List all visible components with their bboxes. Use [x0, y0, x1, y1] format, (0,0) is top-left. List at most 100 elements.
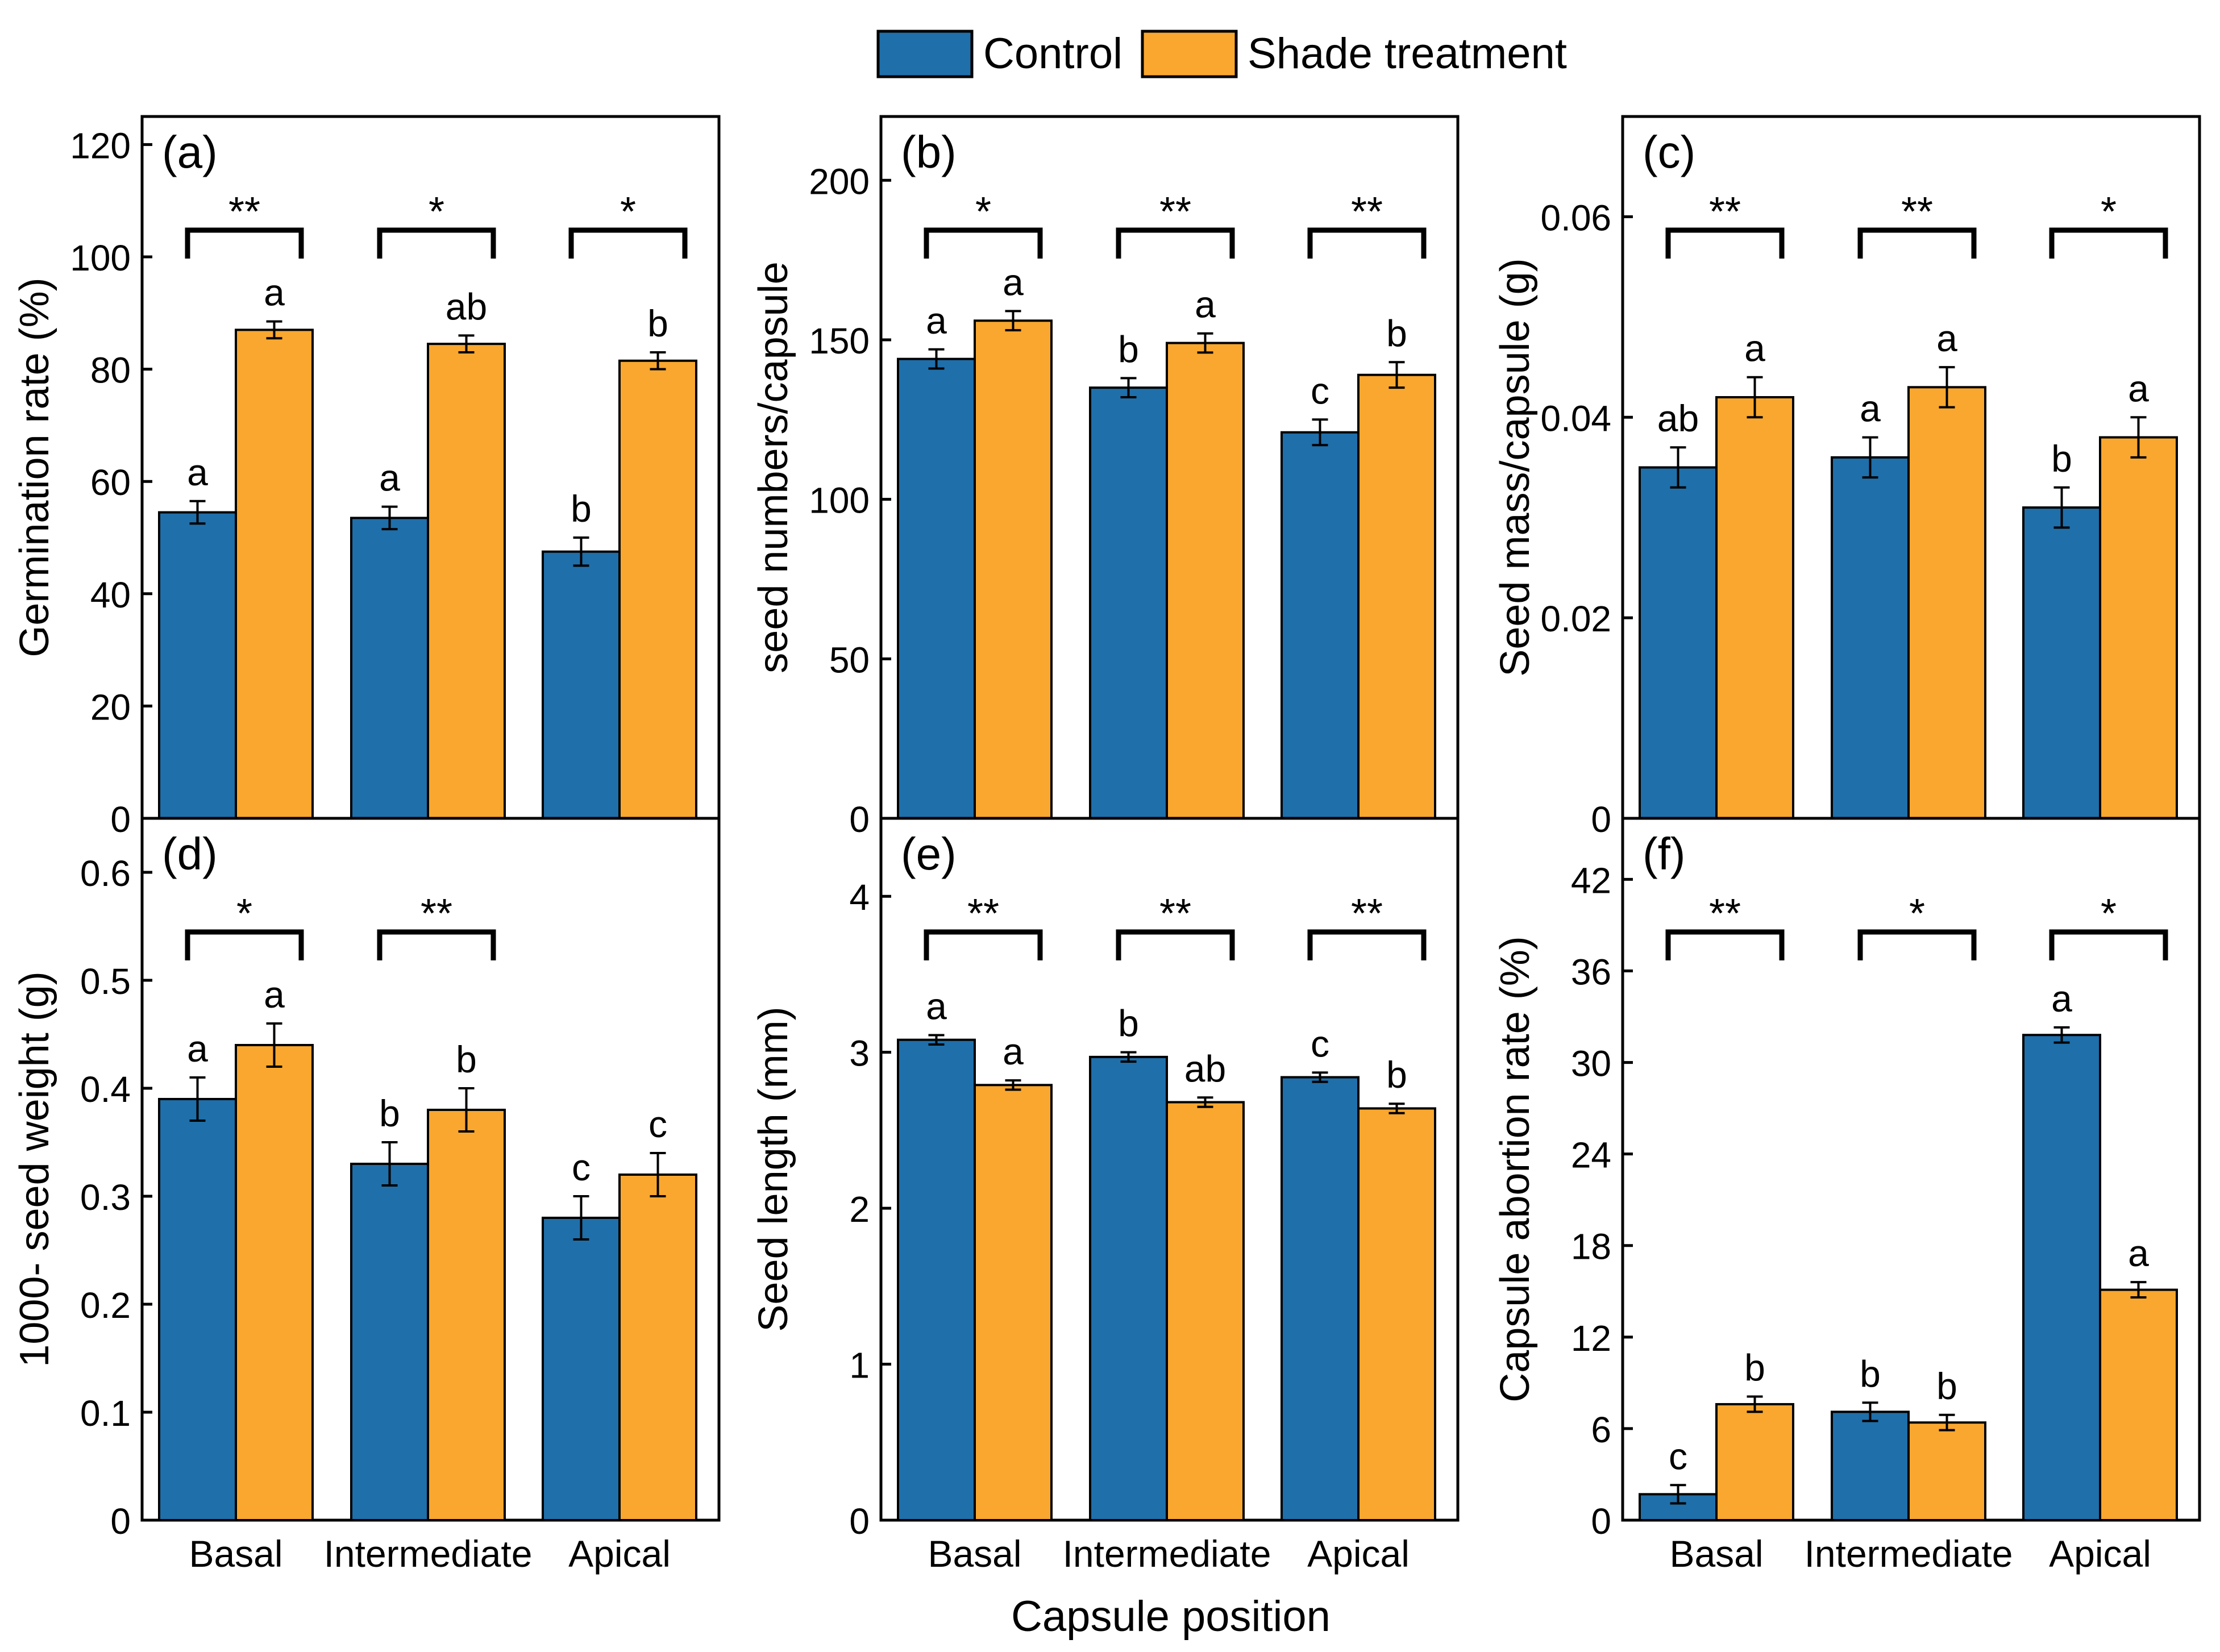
bar-shade-apical [618, 359, 697, 819]
significance-stars: * [1909, 891, 1925, 937]
significance-stars: * [620, 189, 636, 235]
legend: Control Shade treatment [876, 30, 1567, 78]
significance-bracket [1857, 227, 1977, 259]
significance-stars: * [236, 891, 252, 937]
significance-letter: a [1003, 1030, 1024, 1072]
bar-shade-apical [2099, 1288, 2178, 1522]
significance-bracket [924, 929, 1043, 960]
significance-letter: a [1860, 388, 1881, 430]
significance-stars: ** [1709, 189, 1741, 235]
y-axis-label: 1000- seed weight (g) [12, 971, 57, 1367]
x-tick-label: Apical [2049, 1533, 2151, 1575]
panel-a: 0 20 40 60 80 100 120 Germination rate (%) (a) a a… [12, 115, 721, 840]
significance-bracket [185, 929, 304, 960]
x-tick-label: Intermediate [1063, 1533, 1271, 1575]
bar-control-apical [542, 550, 621, 819]
y-tick-label: 0.04 [1540, 398, 1611, 439]
y-tick-label: 0.6 [80, 853, 131, 894]
y-tick-label: 18 [1571, 1226, 1611, 1267]
significance-letter: a [1003, 261, 1024, 303]
y-tick-label: 0 [110, 799, 131, 840]
y-tick-label: 0 [849, 1501, 870, 1542]
bar-control-apical [1281, 431, 1360, 819]
significance-letter: b [456, 1038, 477, 1080]
legend-swatch-shade [1141, 30, 1238, 78]
significance-stars: ** [1159, 189, 1191, 235]
y-tick-label: 100 [809, 480, 870, 521]
y-axis-label: Seed mass/capsule (g) [1493, 258, 1538, 676]
significance-bracket [924, 227, 1043, 259]
bar-shade-intermediate [427, 343, 506, 819]
significance-letter: b [571, 488, 592, 530]
bar-shade-intermediate [1907, 386, 1986, 819]
y-tick-label: 2 [849, 1189, 870, 1230]
significance-letter: a [264, 272, 285, 314]
y-tick-label: 100 [70, 238, 131, 278]
x-axis-title: Capsule position [1011, 1592, 1331, 1641]
panel-e: 0 1 2 3 4 Seed length (mm) (e) a a ** b ab ** c b ** Bas… [751, 817, 1460, 1575]
panel-label: (d) [162, 829, 218, 879]
bar-shade-intermediate [1166, 1101, 1245, 1521]
significance-bracket [1116, 929, 1235, 960]
significance-bracket [1665, 227, 1785, 259]
panel-d: 0 0.1 0.2 0.3 0.4 0.5 0.6 1000- seed weight (g)… [12, 817, 721, 1575]
significance-bracket [1307, 929, 1427, 960]
bar-control-basal [897, 357, 976, 819]
y-tick-label: 0.1 [80, 1393, 131, 1434]
y-tick-label: 150 [809, 321, 870, 361]
x-tick-label: Apical [568, 1533, 671, 1575]
significance-letter: b [1118, 328, 1139, 370]
significance-stars: ** [1709, 891, 1741, 937]
bar-control-basal [897, 1038, 976, 1521]
significance-stars: ** [421, 891, 452, 937]
bar-control-intermediate [350, 517, 429, 819]
significance-bracket [1665, 929, 1785, 960]
x-tick-label: Basal [189, 1533, 282, 1575]
significance-stars: * [975, 189, 991, 235]
y-tick-label: 0.5 [80, 961, 131, 1002]
significance-letter: c [1311, 369, 1329, 411]
panel-label: (e) [901, 829, 957, 879]
significance-letter: b [1118, 1002, 1139, 1045]
significance-letter: c [1669, 1435, 1687, 1477]
y-tick-label: 36 [1571, 951, 1611, 992]
significance-letter: ab [1657, 397, 1699, 439]
y-tick-label: 20 [90, 686, 131, 727]
bar-shade-apical [1357, 373, 1436, 819]
panel-label: (c) [1643, 127, 1695, 177]
y-tick-label: 0 [1591, 1501, 1611, 1542]
legend-label-shade: Shade treatment [1248, 30, 1567, 78]
y-tick-label: 24 [1571, 1135, 1611, 1176]
significance-stars: * [429, 189, 444, 235]
significance-stars: ** [967, 891, 999, 937]
bar-shade-basal [235, 328, 314, 819]
significance-stars: ** [228, 189, 260, 235]
bar-shade-apical [2099, 436, 2178, 819]
significance-letter: b [379, 1092, 400, 1134]
significance-stars: ** [1351, 189, 1383, 235]
bar-control-apical [542, 1217, 621, 1521]
significance-bracket [377, 929, 496, 960]
significance-letter: b [1936, 1365, 1957, 1407]
y-axis-label: Seed length (mm) [751, 1006, 796, 1331]
x-tick-label: Basal [928, 1533, 1021, 1575]
y-tick-label: 0 [849, 799, 870, 840]
bar-control-apical [2022, 506, 2101, 819]
y-tick-label: 42 [1571, 860, 1611, 901]
significance-bracket [568, 227, 688, 259]
bar-shade-apical [1357, 1107, 1436, 1521]
bar-shade-intermediate [1166, 342, 1245, 819]
bar-control-basal [158, 511, 237, 819]
significance-letter: ab [446, 285, 487, 327]
significance-letter: a [264, 973, 285, 1016]
x-tick-label: Apical [1307, 1533, 1410, 1575]
y-tick-label: 0.2 [80, 1285, 131, 1326]
bar-shade-basal [974, 1084, 1053, 1522]
significance-letter: b [647, 302, 668, 344]
y-tick-label: 0.3 [80, 1177, 131, 1218]
significance-letter: ab [1184, 1047, 1226, 1089]
bar-shade-basal [974, 319, 1053, 819]
significance-letter: a [2128, 1232, 2149, 1274]
